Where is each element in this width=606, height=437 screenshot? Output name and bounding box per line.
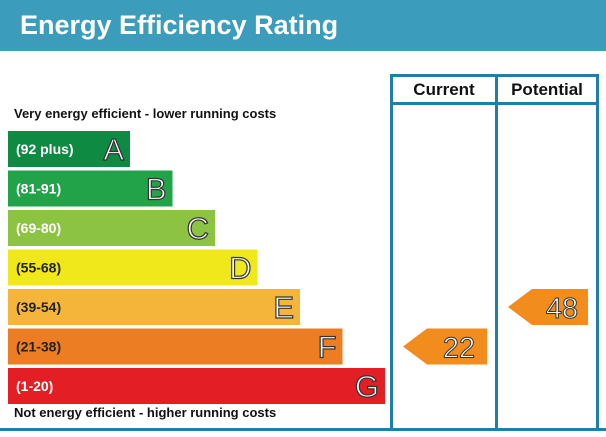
band-e-bar (8, 289, 300, 325)
column-header-top-rule (390, 74, 596, 77)
band-c-bar (8, 210, 215, 246)
current-column-header: Current (413, 80, 475, 99)
column-divider-middle (495, 74, 498, 430)
band-b-letter: B (146, 172, 167, 207)
column-divider-left (390, 74, 393, 430)
current-rating-value: 22 (443, 333, 475, 365)
band-d-letter: D (229, 251, 251, 286)
band-b-bar (8, 170, 173, 207)
band-e-range: (39-54) (16, 299, 61, 315)
band-f-bar (8, 328, 343, 365)
band-d-bar (8, 249, 258, 286)
inefficient-caption: Not energy efficient - higher running co… (14, 405, 277, 420)
band-a-letter: A (103, 132, 124, 167)
potential-rating-value: 48 (546, 293, 578, 325)
potential-column-header: Potential (511, 80, 583, 99)
band-b-range: (81-91) (16, 181, 61, 197)
band-c-range: (69-80) (16, 220, 61, 236)
bottom-rule (0, 428, 606, 431)
column-divider-right (596, 74, 599, 430)
efficient-caption: Very energy efficient - lower running co… (14, 106, 277, 121)
title-bar: Energy Efficiency Rating (0, 0, 606, 51)
potential-rating-arrow (508, 289, 588, 325)
band-g-range: (1-20) (16, 378, 53, 394)
page-title: Energy Efficiency Rating (20, 10, 339, 40)
band-g-letter: G (355, 369, 379, 404)
band-f-letter: F (318, 330, 337, 365)
band-g-bar (8, 368, 385, 404)
band-e-letter: E (273, 290, 294, 325)
current-rating-arrow (403, 328, 487, 365)
band-d-range: (55-68) (16, 260, 61, 276)
band-a-range: (92 plus) (16, 141, 74, 157)
band-a-bar (8, 131, 130, 167)
band-c-letter: C (187, 211, 209, 246)
band-f-range: (21-38) (16, 339, 61, 355)
column-header-bottom-rule (390, 102, 596, 105)
